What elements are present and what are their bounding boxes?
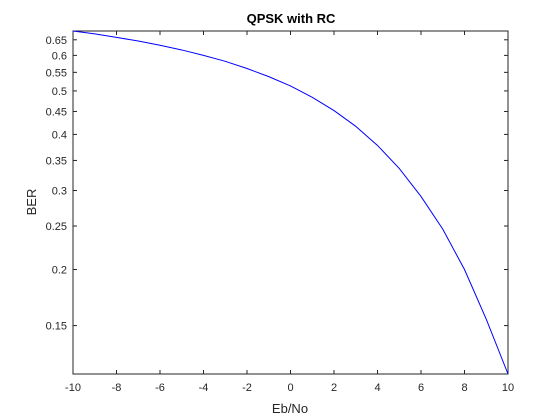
x-tick-label: -6 [155, 382, 165, 394]
x-tick-label: 8 [461, 382, 467, 394]
series-layer [72, 30, 509, 375]
y-tick-label: 0.65 [46, 35, 67, 47]
x-tick-label: 6 [418, 382, 424, 394]
x-axis: -10 -8 -6 -4 -2 0 2 4 6 8 10 [65, 31, 514, 394]
y-tick-label: 0.6 [52, 50, 67, 62]
chart-title: QPSK with RC [247, 11, 336, 26]
y-tick-label: 0.25 [46, 221, 67, 233]
x-axis-label: Eb/No [272, 401, 308, 416]
y-tick-label: 0.35 [46, 155, 67, 167]
x-tick-label: 2 [331, 382, 337, 394]
y-tick-label: 0.45 [46, 106, 67, 118]
y-tick-label: 0.5 [52, 86, 67, 98]
x-tick-label: -2 [242, 382, 252, 394]
x-tick-label: 10 [502, 382, 514, 394]
y-axis: 0.15 0.2 0.25 0.3 0.35 0.4 0.45 0.5 0.55 0.6 0.65 [46, 35, 508, 333]
x-tick-label: 0 [287, 382, 293, 394]
y-tick-label: 0.15 [46, 321, 67, 333]
y-tick-label: 0.2 [52, 265, 67, 277]
y-tick-label: 0.4 [52, 129, 67, 141]
x-tick-label: -10 [65, 382, 81, 394]
y-axis-label: BER [24, 189, 39, 216]
y-tick-label: 0.55 [46, 67, 67, 79]
x-tick-label: -8 [112, 382, 122, 394]
x-tick-label: 4 [374, 382, 380, 394]
x-tick-label: -4 [199, 382, 209, 394]
plot-area [72, 30, 509, 375]
ber-curve-line [72, 30, 509, 375]
y-tick-label: 0.3 [52, 185, 67, 197]
